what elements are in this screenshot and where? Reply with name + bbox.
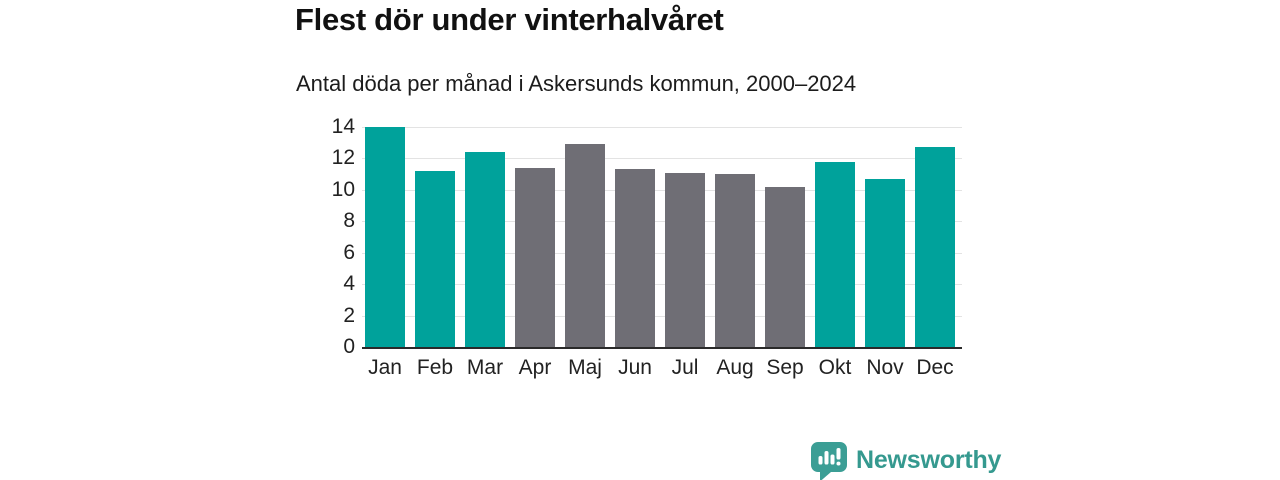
gridline: [362, 189, 962, 191]
bar-jan: [365, 127, 405, 347]
gridline: [362, 315, 962, 317]
gridline: [362, 284, 962, 286]
bar-nov: [865, 178, 905, 347]
y-axis: 0 2 4 6 8 10 12 14: [275, 115, 355, 358]
x-axis: Jan Feb Mar Apr Maj Jun Jul Aug Sep Okt Nov Dec: [362, 356, 962, 386]
x-tick-label: Okt: [818, 356, 852, 379]
x-tick-label: Feb: [416, 356, 454, 379]
x-tick-label: Jan: [368, 356, 402, 379]
bar-jul: [665, 172, 705, 347]
gridline: [362, 252, 962, 254]
plot-area: [362, 127, 962, 349]
y-tick-label: 12: [331, 146, 355, 170]
x-tick-label: Dec: [916, 356, 954, 379]
bar-sep: [765, 186, 805, 347]
brand-footer: Newsworthy: [809, 440, 1001, 480]
y-tick-label: 14: [331, 115, 355, 138]
x-tick-label: Maj: [568, 356, 602, 379]
y-tick-label: 4: [343, 272, 355, 296]
bar-aug: [715, 174, 755, 347]
brand-wordmark: Newsworthy: [856, 446, 1002, 474]
bar-mar: [465, 152, 505, 347]
bar-dec: [915, 147, 955, 347]
x-tick-label: Mar: [466, 356, 504, 379]
y-tick-label: 10: [331, 177, 355, 201]
gridline: [362, 127, 962, 128]
x-tick-label: Nov: [866, 356, 904, 379]
gridline: [362, 158, 962, 160]
newsworthy-logo-icon: [811, 442, 847, 480]
x-tick-label: Apr: [518, 356, 552, 379]
x-tick-label: Jul: [671, 356, 699, 379]
x-tick-label: Jun: [618, 356, 652, 379]
y-tick-label: 0: [343, 335, 355, 358]
bar-feb: [415, 171, 455, 347]
bar-okt: [815, 161, 855, 347]
bar-maj: [565, 144, 605, 347]
chart-title: Flest dör under vinterhalvåret: [295, 2, 724, 37]
bar-jun: [615, 169, 655, 347]
gridline: [362, 221, 962, 223]
x-tick-label: Sep: [766, 356, 804, 379]
y-tick-label: 8: [343, 209, 355, 233]
y-tick-label: 6: [343, 240, 355, 264]
x-tick-label: Aug: [716, 356, 754, 379]
y-tick-label: 2: [343, 303, 355, 327]
bar-apr: [515, 167, 555, 347]
chart-subtitle: Antal döda per månad i Askersunds kommun…: [296, 71, 857, 96]
